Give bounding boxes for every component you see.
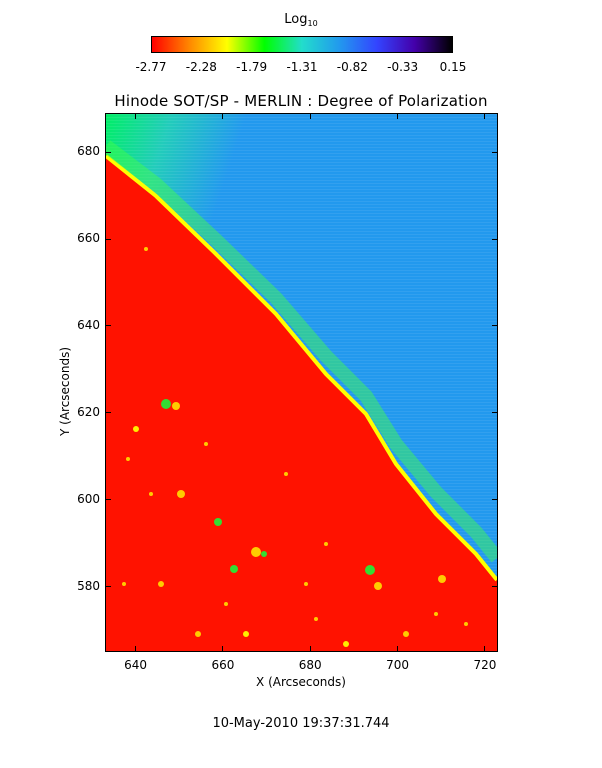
y-tick-mark [492,238,498,240]
magnetic-feature [177,490,185,498]
y-tick-mark [105,586,111,588]
magnetic-features [122,247,468,647]
magnetic-feature [251,547,261,557]
y-axis-label: Y (Arcseconds) [58,346,72,436]
magnetic-feature [144,247,148,251]
magnetic-feature [374,582,382,590]
y-tick-mark [492,586,498,588]
y-tick-mark [492,499,498,501]
x-tick-mark [484,646,486,652]
y-tick-mark [105,325,111,327]
polarization-image [105,113,498,652]
colorbar-tick-label: -1.79 [236,60,268,74]
colorbar-title-main: Log [284,12,308,27]
magnetic-feature [204,442,208,446]
colorbar-tick-label: -0.33 [387,60,419,74]
colorbar-tick-label: -2.77 [135,60,167,74]
magnetic-feature [172,402,180,410]
x-tick-label: 660 [211,658,235,672]
magnetic-feature [438,575,446,583]
colorbar [151,36,453,53]
x-tick-mark [397,646,399,652]
y-tick-label: 600 [77,491,100,506]
magnetic-feature [304,582,308,586]
x-tick-mark [309,113,311,119]
x-tick-mark [309,646,311,652]
y-tick-mark [105,499,111,501]
solar-limb [106,154,497,582]
x-axis-label: X (Arcseconds) [256,675,346,689]
plot-title: Hinode SOT/SP - MERLIN : Degree of Polar… [114,92,488,110]
x-tick-label: 700 [386,658,410,672]
y-tick-label: 680 [77,144,100,159]
magnetic-feature [261,551,267,557]
colorbar-tick-label: 0.15 [439,60,467,74]
magnetic-feature [158,581,164,587]
limb-glow [106,140,497,563]
magnetic-feature [365,565,375,575]
magnetic-feature [149,492,153,496]
y-tick-mark [492,151,498,153]
magnetic-feature [214,518,222,526]
x-tick-mark [135,646,137,652]
x-tick-label: 680 [298,658,322,672]
colorbar-title-subscript: 10 [307,19,318,28]
y-tick-mark [105,412,111,414]
y-tick-mark [105,238,111,240]
x-tick-mark [222,113,224,119]
magnetic-feature [284,472,288,476]
x-tick-label: 640 [124,658,148,672]
y-tick-mark [492,412,498,414]
magnetic-feature [122,582,126,586]
colorbar-tick-label: -1.31 [286,60,318,74]
magnetic-feature [230,565,238,573]
x-tick-mark [397,113,399,119]
polarization-map [106,114,497,651]
magnetic-feature [161,399,171,409]
y-tick-mark [105,151,111,153]
solar-disk-region [106,156,497,651]
y-tick-mark [492,325,498,327]
magnetic-feature [464,622,468,626]
colorbar-gradient [152,37,452,52]
magnetic-feature [195,631,201,637]
x-tick-mark [484,113,486,119]
x-tick-mark [222,646,224,652]
magnetic-feature [343,641,349,647]
magnetic-feature [434,612,438,616]
colorbar-tick-label: -2.28 [185,60,217,74]
magnetic-feature [243,631,249,637]
magnetic-feature [403,631,409,637]
magnetic-feature [133,426,139,432]
magnetic-feature [224,602,228,606]
magnetic-feature [126,457,130,461]
colorbar-title: Log10 [276,12,326,28]
observation-timestamp: 10-May-2010 19:37:31.744 [212,716,390,731]
x-tick-mark [135,113,137,119]
colorbar-tick-label: -0.82 [336,60,368,74]
magnetic-feature [314,617,318,621]
magnetic-feature [324,542,328,546]
y-tick-label: 580 [77,578,100,593]
y-tick-label: 620 [77,404,100,419]
y-tick-label: 660 [77,231,100,246]
x-tick-label: 720 [473,658,497,672]
y-tick-label: 640 [77,317,100,332]
